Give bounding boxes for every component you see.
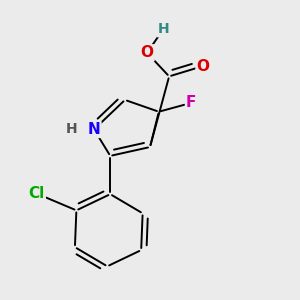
- Text: F: F: [186, 95, 196, 110]
- Text: O: O: [141, 45, 154, 60]
- Text: N: N: [88, 122, 100, 137]
- Text: H: H: [66, 122, 78, 136]
- Text: H: H: [158, 22, 169, 36]
- Text: O: O: [196, 58, 209, 74]
- Text: Cl: Cl: [28, 186, 45, 201]
